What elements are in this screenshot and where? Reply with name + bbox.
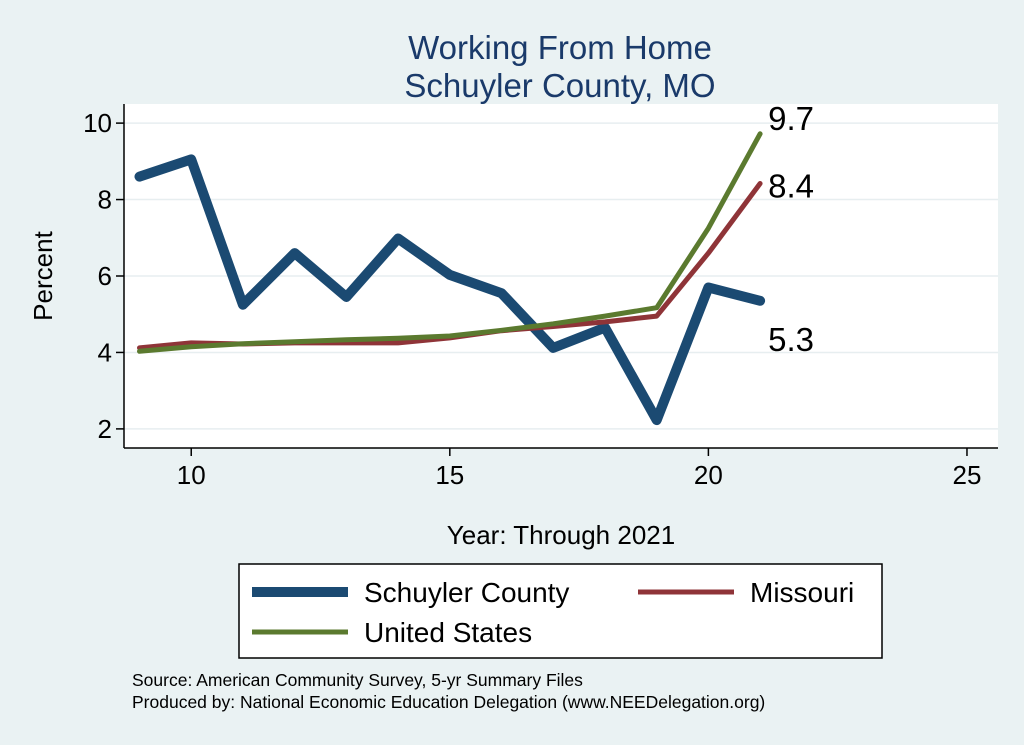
series-line-schuyler-county	[134, 154, 766, 426]
tick-label-y-6: 6	[98, 261, 112, 291]
source-note: Source: American Community Survey, 5-yr …	[132, 670, 583, 690]
tick-label-x-15: 15	[435, 460, 464, 490]
series-line-united-states	[137, 131, 763, 354]
end-label-missouri: 8.4	[768, 168, 814, 205]
tick-label-y-10: 10	[83, 108, 112, 138]
end-labels: 5.3 8.4 9.7	[768, 100, 814, 358]
tick-label-x-25: 25	[953, 460, 982, 490]
tick-label-x-10: 10	[177, 460, 206, 490]
tick-labels: 2 4 6 8 10 10 15 20 25	[83, 108, 981, 490]
chart-title-line-2: Schuyler County, MO	[404, 67, 715, 104]
end-label-united-states: 9.7	[768, 100, 814, 137]
series-lines	[134, 131, 766, 426]
legend-label-missouri: Missouri	[750, 577, 854, 608]
x-axis-label: Year: Through 2021	[447, 520, 675, 550]
legend-label-united-states: United States	[364, 617, 532, 648]
produced-by-note: Produced by: National Economic Education…	[132, 692, 766, 712]
end-label-schuyler-county: 5.3	[768, 321, 814, 358]
tick-label-x-20: 20	[694, 460, 723, 490]
legend: Schuyler County Missouri United States	[238, 563, 883, 659]
legend-box	[238, 563, 883, 659]
chart-title-line-1: Working From Home	[408, 29, 712, 66]
legend-label-schuyler-county: Schuyler County	[364, 577, 569, 608]
tick-label-y-4: 4	[98, 337, 112, 367]
tick-label-y-8: 8	[98, 185, 112, 215]
tick-label-y-2: 2	[98, 414, 112, 444]
y-axis-label: Percent	[28, 230, 58, 320]
axes	[116, 104, 998, 456]
